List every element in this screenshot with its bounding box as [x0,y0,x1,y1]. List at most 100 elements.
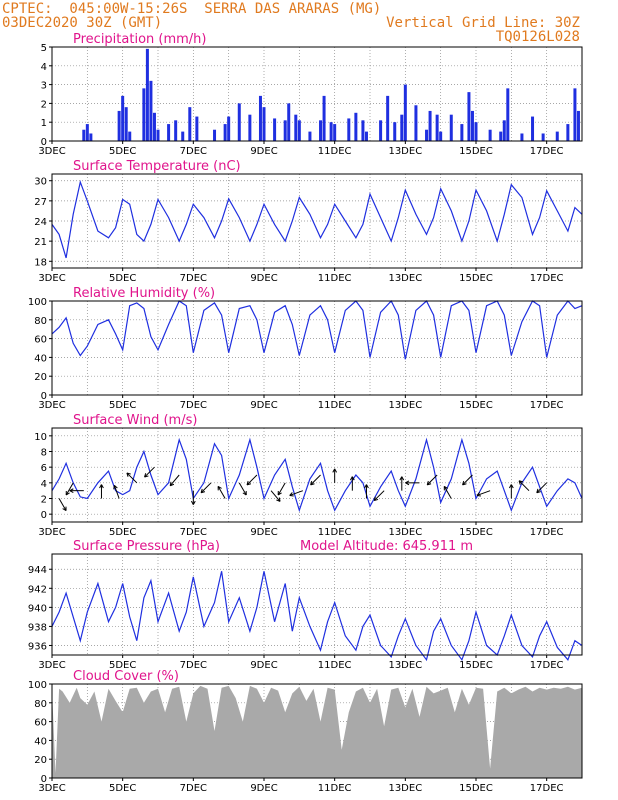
wind-arrow-head [401,476,405,481]
wind-arrow [426,474,438,486]
precip-bar [520,133,524,141]
x-tick-label: 5DEC [109,400,136,411]
x-tick-label: 7DEC [180,146,207,157]
header-code: TQ0126L028 [495,29,580,45]
x-tick-label: 11DEC [318,273,352,284]
precip-bar [145,48,149,141]
precip-bar [573,88,577,141]
precip-bar [403,84,407,141]
wind-arrow [169,474,180,487]
panel-frame [51,300,583,396]
y-tick-label: 940 [28,603,47,614]
x-tick-label: 15DEC [459,146,493,157]
precip-bar [576,110,580,141]
x-tick-label: 13DEC [388,783,422,794]
precip-bar [273,118,277,141]
wind-arrow-head [190,500,194,505]
wind-arrow-head [427,483,432,486]
y-tick-label: 100 [28,680,47,691]
wind-arrow-head [144,473,147,478]
y-tick-label: 80 [34,316,47,327]
wind-arrow-head [169,481,172,486]
y-tick-label: 942 [28,584,47,595]
precip-bar [555,131,559,141]
wind-arrow-head [200,488,203,493]
precip-bar [117,110,121,141]
wind-arrow-head [364,484,367,489]
y-tick-label: 8 [41,448,47,459]
precip-bar [308,131,312,141]
wind-arrow-head [242,492,247,496]
precip-bar [287,103,291,141]
wind-arrow-head [373,496,376,501]
header-line-1: CPTEC: 045:00W-15:26S SERRA DAS ARARAS (… [2,1,382,17]
x-tick-label: 7DEC [180,660,207,671]
wind-arrow [144,466,155,478]
precip-bar [347,118,351,141]
precip-bar [379,120,383,141]
y-tick-label: 4 [41,479,47,490]
panel-cloud: 0 20 40 60 80 100 3DEC 5DEC 7DEC 9DEC 11DEC 13DEC 15… [28,669,583,794]
y-tick-label: 6 [41,463,47,474]
x-tick-label: 9DEC [250,527,277,538]
precip-bar [223,124,227,141]
x-tick-label: 7DEC [180,400,207,411]
x-tick-label: 15DEC [459,400,493,411]
wind-arrow-head [399,476,403,481]
precip-bar [449,114,453,141]
wind-arrow [310,474,321,486]
precip-bar [297,120,301,141]
wind-arrow [217,486,226,499]
wind-arrow [200,482,212,494]
wind-arrow-head [126,472,131,475]
precip-bar [502,120,506,141]
x-tick-label: 7DEC [180,527,207,538]
wind-arrow-head [246,480,249,486]
x-tick-label: 13DEC [388,146,422,157]
precip-bar [329,122,333,141]
x-tick-label: 9DEC [250,400,277,411]
wind-arrow-head [289,494,294,497]
x-tick-label: 5DEC [109,146,136,157]
precip-bar [499,131,503,141]
precip-bar [361,120,365,141]
precip-bar [124,107,128,141]
precip-bar [354,112,358,141]
cloud-area [52,685,582,778]
wind-arrow-head [426,480,429,486]
wind-arrow-head [289,492,293,496]
precip-bar [319,120,323,141]
wind-arrow-head [101,484,104,489]
panel-frame [51,683,583,779]
y-tick-label: 80 [34,699,47,710]
precip-bar [460,124,464,141]
x-tick-label: 11DEC [318,527,352,538]
precip-bar [541,133,545,141]
precip-bar [470,110,474,141]
precip-bar [439,131,443,141]
wind-arrow-head [62,508,67,512]
wind-arrow-head [276,499,281,502]
x-tick-label: 13DEC [388,400,422,411]
x-tick-label: 17DEC [530,146,564,157]
precip-bar [435,114,439,141]
wind-arrow-head [332,468,336,473]
precip-bar [474,122,478,141]
precip-bar [213,129,217,141]
y-tick-label: 0 [41,774,47,785]
panel-title: Cloud Cover (%) [73,669,179,684]
y-tick-label: 60 [34,335,47,346]
precip-bar [393,122,397,141]
y-tick-label: 936 [28,641,47,652]
wind-arrow-head [476,494,482,497]
wind-arrow-head [278,497,281,502]
x-tick-label: 13DEC [388,273,422,284]
rh-line [51,299,583,360]
x-tick-label: 3DEC [38,273,65,284]
wind-arrow [289,490,304,496]
wind-arrow-head [65,492,70,496]
precip-bar [82,129,86,141]
x-tick-label: 13DEC [388,660,422,671]
x-tick-label: 9DEC [250,146,277,157]
wind-arrow-head [113,485,115,490]
